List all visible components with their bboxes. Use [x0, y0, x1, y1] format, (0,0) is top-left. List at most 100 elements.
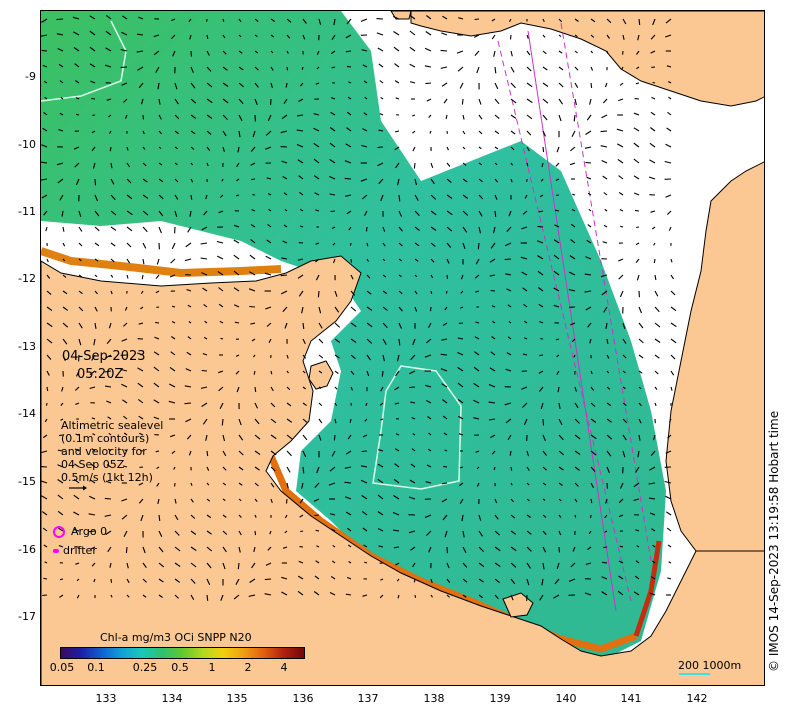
- velocity-arrow: [425, 481, 432, 484]
- velocity-arrow: [140, 98, 144, 105]
- velocity-arrow: [286, 386, 291, 391]
- velocity-arrow: [510, 562, 517, 568]
- velocity-arrow: [219, 194, 224, 198]
- velocity-arrow: [158, 530, 163, 538]
- velocity-arrow: [249, 305, 256, 308]
- velocity-arrow: [668, 96, 672, 100]
- velocity-arrow: [73, 511, 80, 516]
- velocity-arrow: [584, 146, 592, 149]
- coastal-high-chl-west: [41, 247, 282, 278]
- velocity-arrow: [395, 97, 400, 100]
- velocity-arrow: [649, 466, 656, 471]
- velocity-arrow: [41, 49, 48, 52]
- velocity-arrow: [157, 498, 160, 505]
- velocity-arrow: [218, 370, 224, 374]
- velocity-arrow: [638, 434, 641, 441]
- velocity-arrow: [654, 322, 661, 328]
- velocity-arrow: [590, 34, 595, 38]
- velocity-arrow: [123, 415, 128, 420]
- velocity-arrow: [238, 514, 242, 518]
- velocity-arrow: [345, 50, 352, 53]
- velocity-arrow: [442, 514, 448, 521]
- velocity-arrow: [318, 434, 322, 441]
- velocity-arrow: [216, 255, 224, 260]
- velocity-arrow: [286, 418, 293, 423]
- velocity-arrow: [377, 162, 384, 167]
- velocity-arrow: [318, 18, 322, 25]
- velocity-arrow: [538, 370, 544, 374]
- velocity-arrow: [553, 594, 560, 599]
- velocity-arrow: [526, 546, 532, 552]
- velocity-arrow: [222, 98, 229, 104]
- velocity-arrow: [302, 450, 307, 458]
- velocity-arrow: [218, 303, 224, 308]
- legend-line: (0.1m contours): [61, 432, 150, 445]
- velocity-arrow: [46, 322, 53, 328]
- velocity-arrow: [174, 578, 181, 583]
- velocity-arrow: [313, 498, 320, 502]
- velocity-arrow: [654, 402, 657, 407]
- velocity-arrow: [586, 176, 592, 180]
- velocity-arrow: [364, 418, 368, 422]
- velocity-arrow: [58, 128, 64, 132]
- velocity-arrow: [414, 194, 419, 201]
- velocity-arrow: [428, 546, 432, 553]
- velocity-arrow: [651, 96, 656, 100]
- velocity-arrow: [430, 274, 434, 279]
- velocity-arrow: [538, 210, 544, 213]
- velocity-arrow: [478, 146, 482, 150]
- velocity-arrow: [622, 322, 626, 330]
- velocity-arrow: [202, 287, 208, 292]
- velocity-arrow: [155, 66, 160, 73]
- velocity-arrow: [409, 81, 416, 84]
- velocity-arrow: [491, 18, 496, 22]
- velocity-arrow: [60, 402, 64, 406]
- legend-line: 04 Sep 05Z: [61, 458, 125, 471]
- velocity-arrow: [105, 354, 112, 359]
- velocity-arrow: [137, 66, 144, 71]
- velocity-arrow: [637, 34, 640, 41]
- velocity-arrow: [344, 466, 352, 469]
- velocity-arrow: [380, 96, 384, 100]
- velocity-arrow: [58, 63, 64, 68]
- velocity-arrow: [558, 450, 565, 456]
- velocity-arrow: [523, 320, 528, 324]
- velocity-arrow: [238, 98, 244, 105]
- velocity-arrow: [329, 127, 336, 132]
- velocity-arrow: [142, 162, 147, 167]
- velocity-arrow: [296, 129, 304, 132]
- velocity-arrow: [602, 561, 608, 564]
- lat-label: -14: [18, 407, 36, 420]
- velocity-arrow: [348, 226, 352, 231]
- velocity-arrow: [302, 434, 308, 441]
- velocity-arrow: [88, 513, 96, 516]
- velocity-arrow: [491, 336, 496, 340]
- velocity-arrow: [123, 432, 128, 436]
- velocity-arrow: [414, 178, 418, 186]
- velocity-arrow: [490, 289, 496, 292]
- velocity-arrow: [171, 242, 176, 250]
- velocity-arrow: [473, 382, 480, 388]
- velocity-arrow: [254, 514, 257, 518]
- velocity-arrow: [425, 82, 432, 85]
- map-frame[interactable]: [40, 10, 765, 686]
- velocity-arrow: [74, 80, 80, 84]
- velocity-arrow: [89, 546, 96, 550]
- velocity-arrow: [233, 594, 240, 600]
- velocity-arrow: [426, 98, 432, 102]
- velocity-arrow: [45, 402, 48, 406]
- velocity-arrow: [202, 352, 208, 356]
- velocity-arrow: [571, 130, 576, 137]
- velocity-arrow: [666, 527, 672, 532]
- velocity-arrow: [414, 226, 420, 232]
- velocity-arrow: [457, 351, 464, 356]
- velocity-arrow: [392, 15, 400, 20]
- velocity-arrow: [330, 111, 336, 116]
- velocity-arrow: [590, 66, 594, 71]
- velocity-arrow: [409, 46, 416, 52]
- velocity-arrow: [446, 578, 451, 584]
- velocity-arrow: [570, 146, 576, 152]
- velocity-arrow: [300, 225, 304, 228]
- velocity-arrow: [650, 576, 656, 580]
- velocity-arrow: [94, 194, 99, 202]
